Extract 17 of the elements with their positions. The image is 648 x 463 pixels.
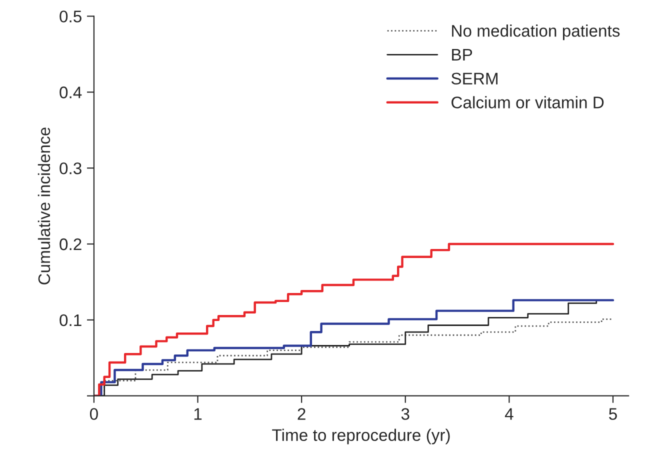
y-tick-label: 0.2 [60, 238, 82, 250]
y-tick-label: 0.3 [60, 162, 82, 174]
legend-label: No medication patients [452, 24, 620, 40]
x-tick-label: 3 [401, 408, 410, 420]
x-tick-label: 0 [90, 408, 98, 420]
legend-label: BP [452, 49, 472, 60]
legend-label: Calcium or vitamin D [452, 96, 604, 108]
y-tick-label: 0.5 [60, 10, 82, 22]
x-axis-title: Time to reprocedure (yr) [272, 428, 450, 444]
x-tick-label: 1 [194, 408, 202, 420]
y-axis-title: Cumulative incidence [38, 128, 50, 284]
x-tick-label: 5 [609, 408, 617, 420]
legend-label: SERM [451, 72, 498, 85]
y-tick-label: 0.4 [60, 86, 82, 98]
x-tick-label: 4 [504, 408, 514, 420]
x-tick-label: 2 [298, 408, 306, 420]
y-tick-label: 0.1 [60, 314, 82, 326]
